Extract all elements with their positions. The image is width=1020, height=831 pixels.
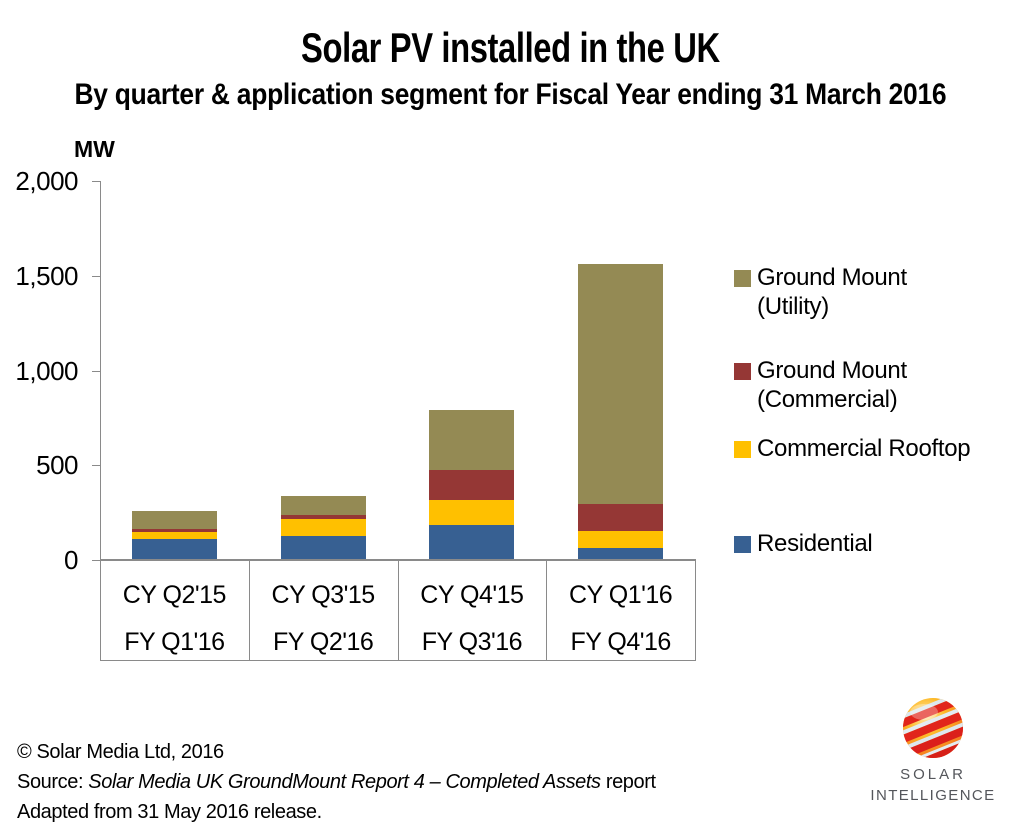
x-label-fy-fy-q4-16: FY Q4'16	[570, 628, 671, 656]
chart-title-text: Solar PV installed in the UK	[300, 24, 720, 71]
bar-segment-ground-mount-commercial	[429, 469, 515, 501]
bar-segment-ground-mount-utility	[131, 510, 217, 529]
bar-segment-residential	[131, 539, 217, 560]
y-tick-label: 1,500	[15, 260, 78, 291]
y-axis-tick	[92, 370, 100, 372]
footer-adapted: Adapted from 31 May 2016 release.	[17, 801, 322, 823]
x-label-cy-cy-q3-15: CY Q3'15	[271, 581, 376, 609]
bar-segment-ground-mount-utility	[578, 264, 664, 505]
chart-subtitle: By quarter & application segment for Fis…	[0, 78, 1020, 112]
footer-source-suffix: report	[600, 771, 656, 793]
logo-text-intelligence: INTELLIGENCE	[870, 787, 996, 804]
x-label-cy-cy-q1-16: CY Q1'16	[569, 581, 673, 609]
bar-segment-residential	[280, 536, 366, 560]
x-label-cy-cy-q4-15: CY Q4'15	[420, 581, 524, 609]
footer-source-prefix: Source:	[17, 771, 89, 793]
solar-intelligence-logo	[858, 690, 1008, 820]
footer: © Solar Media Ltd, 2016 Source: Solar Me…	[17, 737, 656, 827]
bar-segment-commercial-rooftop	[578, 530, 664, 548]
chart-title: Solar PV installed in the UK	[0, 24, 1020, 72]
logo-text-solar: SOLAR	[900, 766, 966, 783]
bar-segment-commercial-rooftop	[280, 519, 366, 537]
bar-segment-ground-mount-commercial	[578, 504, 664, 531]
x-label-fy-fy-q3-16: FY Q3'16	[421, 628, 523, 656]
y-axis-unit-label: MW	[74, 136, 115, 162]
y-tick-label: 2,000	[15, 166, 78, 196]
y-axis-tick	[92, 560, 100, 561]
bar-segment-commercial-rooftop	[429, 500, 515, 525]
x-label-fy-fy-q2-16: FY Q2'16	[272, 628, 374, 656]
x-category-divider	[100, 561, 101, 660]
legend-swatch-commercial-rooftop	[734, 441, 751, 458]
bar-segment-ground-mount-utility	[429, 410, 515, 470]
sun-sphere-icon	[893, 690, 973, 768]
legend-swatch-residential	[734, 536, 751, 553]
bar-segment-residential	[429, 524, 515, 560]
bar-segment-commercial-rooftop	[131, 531, 217, 540]
bar-segment-residential	[578, 547, 664, 560]
footer-copyright: © Solar Media Ltd, 2016	[17, 741, 224, 763]
chart-subtitle-text: By quarter & application segment for Fis…	[74, 78, 946, 111]
x-label-bottom-line	[100, 660, 696, 661]
x-category-divider	[695, 561, 696, 660]
legend-swatch-ground-mount-utility	[734, 270, 751, 287]
footer-source: Source: Solar Media UK GroundMount Repor…	[17, 767, 656, 797]
x-category-divider	[397, 561, 399, 660]
x-label-fy-fy-q1-16: FY Q1'16	[124, 628, 225, 656]
x-category-divider	[546, 561, 548, 660]
y-axis-line	[100, 181, 101, 660]
footer-source-report-name: Solar Media UK GroundMount Report 4 – Co…	[88, 771, 601, 793]
x-axis-line	[100, 559, 696, 561]
y-tick-label: 1,000	[15, 355, 78, 386]
legend-label-residential: Residential	[757, 530, 873, 557]
y-tick-label: 500	[36, 450, 78, 481]
legend-label-ground-mount-commercial: Ground Mount (Commercial)	[757, 357, 907, 413]
y-tick-label: 0	[64, 545, 78, 575]
legend-label-ground-mount-utility: Ground Mount (Utility)	[757, 264, 907, 320]
x-category-divider	[248, 561, 250, 660]
y-axis-tick	[92, 275, 100, 277]
legend-swatch-ground-mount-commercial	[734, 363, 751, 380]
bar-segment-ground-mount-commercial	[280, 515, 366, 520]
legend-label-commercial-rooftop: Commercial Rooftop	[757, 435, 971, 462]
bar-segment-ground-mount-commercial	[131, 528, 217, 532]
bar-segment-ground-mount-utility	[280, 495, 366, 516]
x-label-cy-cy-q2-15: CY Q2'15	[122, 581, 227, 609]
y-axis-tick	[92, 465, 100, 467]
y-axis-tick	[92, 181, 100, 182]
